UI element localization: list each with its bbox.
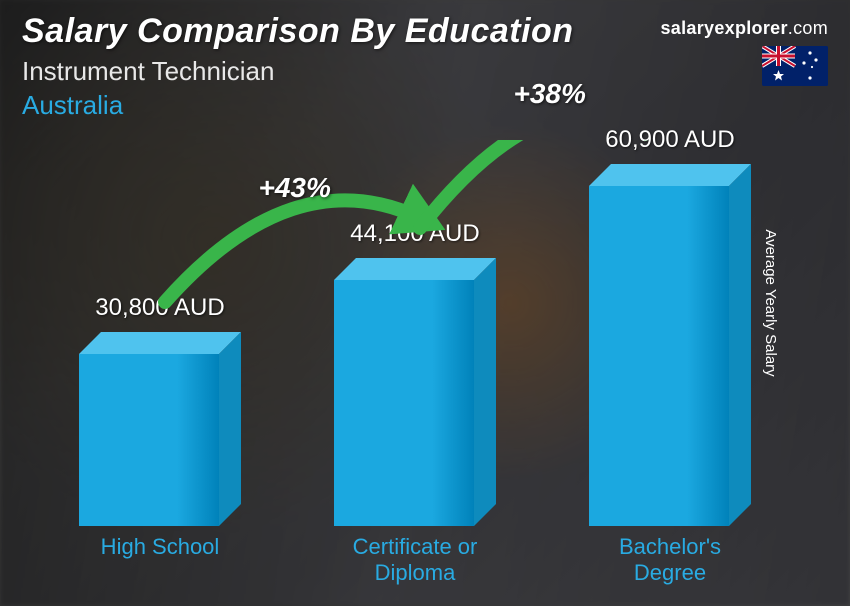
bar (334, 258, 496, 526)
bar-category-label: High School (101, 534, 220, 560)
chart-subtitle: Instrument Technician (22, 56, 274, 87)
bar (79, 332, 241, 526)
watermark-brand: salaryexplorer (660, 18, 787, 38)
bar-value: 60,900 AUD (605, 126, 734, 154)
chart-area: 30,800 AUDHigh School44,100 AUDCertifica… (40, 140, 790, 526)
bar-category-label: Bachelor'sDegree (619, 534, 721, 587)
chart-title: Salary Comparison By Education (22, 12, 574, 51)
watermark: salaryexplorer.com (660, 18, 828, 39)
bar-value: 44,100 AUD (350, 220, 479, 248)
bar (589, 164, 751, 526)
increase-pct-label: +43% (259, 172, 331, 204)
bar-side (729, 164, 751, 526)
chart-country: Australia (22, 90, 123, 121)
bar-category-label: Certificate orDiploma (353, 534, 478, 587)
bar-side (219, 332, 241, 526)
bar-front (79, 354, 219, 526)
increase-pct-label: +38% (514, 78, 586, 110)
bar-front (589, 186, 729, 526)
bar-top (334, 258, 496, 280)
infographic-container: Salary Comparison By Education Instrumen… (0, 0, 850, 606)
watermark-domain: .com (788, 18, 828, 38)
bar-side (474, 258, 496, 526)
bar-value: 30,800 AUD (95, 294, 224, 322)
flag-icon (762, 46, 828, 86)
bar-top (79, 332, 241, 354)
bar-top (589, 164, 751, 186)
bar-front (334, 280, 474, 526)
